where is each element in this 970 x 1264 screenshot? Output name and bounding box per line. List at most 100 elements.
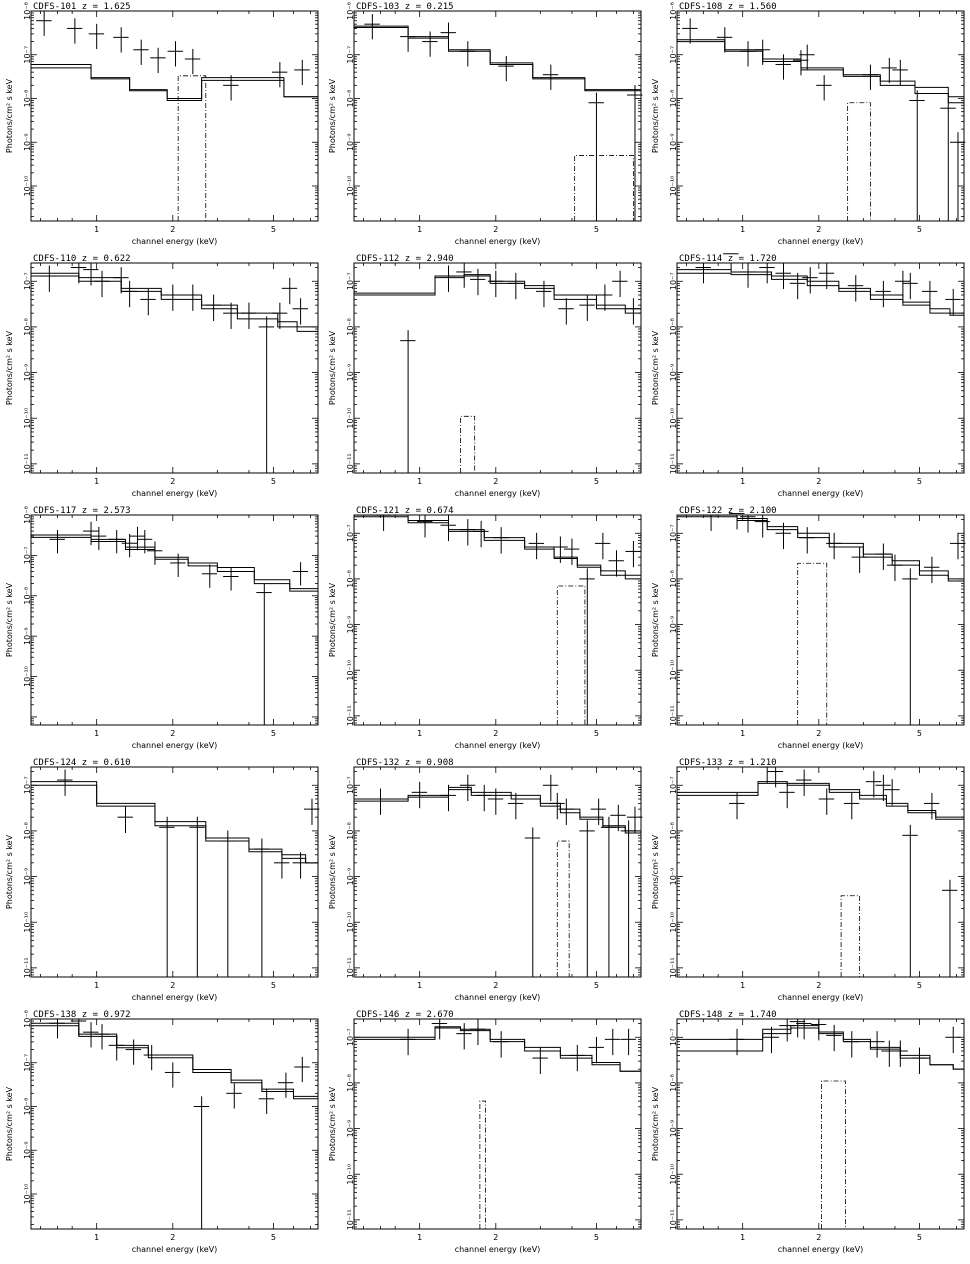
spectrum-panel: CDFS-112 z = 2.940 1 2 5 10⁻¹¹ 10⁻¹⁰ 10⁻⁹ 10⁻⁸ 1… xyxy=(325,254,644,502)
x-axis-label: channel energy (keV) xyxy=(132,993,218,1002)
data-point xyxy=(125,1039,142,1065)
plot-frame xyxy=(30,766,319,978)
data-point xyxy=(223,302,239,330)
data-point xyxy=(83,263,99,286)
data-point xyxy=(364,14,380,40)
data-point xyxy=(549,792,565,820)
data-point xyxy=(558,798,574,825)
data-point xyxy=(869,1031,885,1058)
data-point xyxy=(456,263,472,288)
data-point xyxy=(796,1019,812,1040)
x-tick-label: 2 xyxy=(170,225,175,234)
y-tick-label: 10⁻⁹ xyxy=(669,364,678,382)
y-tick-label: 10⁻⁸ xyxy=(23,90,32,108)
data-point xyxy=(400,330,416,473)
y-tick-label: 10⁻⁶ xyxy=(23,2,32,20)
data-point xyxy=(542,64,559,90)
component-step xyxy=(847,102,871,221)
x-tick-label: 1 xyxy=(740,1233,745,1242)
data-point xyxy=(729,513,745,530)
model-step-line xyxy=(354,1027,641,1072)
data-point xyxy=(945,1026,961,1054)
data-point xyxy=(256,583,272,725)
data-point xyxy=(588,92,604,221)
x-tick-label: 5 xyxy=(917,1233,922,1242)
data-point xyxy=(219,830,236,977)
data-point xyxy=(88,23,105,50)
data-point xyxy=(94,270,110,298)
data-point xyxy=(440,265,456,292)
component-step xyxy=(840,895,861,977)
component-step xyxy=(460,415,476,473)
x-tick-label: 2 xyxy=(816,729,821,738)
y-axis-label: Photons/cm² s keV xyxy=(5,330,14,405)
component-step xyxy=(177,75,207,221)
data-point xyxy=(792,50,809,76)
spectrum-panel: CDFS-114 z = 1.720 1 2 5 10⁻¹¹ 10⁻¹⁰ 10⁻⁹ 10⁻⁸ 1… xyxy=(648,253,967,502)
panel-title: CDFS-117 z = 2.573 xyxy=(33,506,131,516)
panel-title: CDFS-101 z = 1.625 xyxy=(33,2,131,12)
y-tick-label: 10⁻⁸ xyxy=(23,587,32,605)
data-point xyxy=(754,515,771,538)
data-point xyxy=(281,277,298,305)
y-tick-label: 10⁻⁹ xyxy=(346,616,355,634)
data-point xyxy=(608,550,624,577)
y-tick-label: 10⁻⁶ xyxy=(669,2,678,20)
plot-frame xyxy=(353,262,642,474)
x-tick-label: 5 xyxy=(271,225,276,234)
x-tick-label: 5 xyxy=(917,225,922,234)
spectrum-panel: CDFS-122 z = 2.100 1 2 5 10⁻¹¹ 10⁻¹⁰ 10⁻⁹ 10⁻⁸ 1… xyxy=(648,506,967,754)
data-point xyxy=(159,816,175,977)
spectrum-plot: CDFS-103 z = 0.215 1 2 5 10⁻¹⁰ 10⁻⁹ 10⁻⁸ 10⁻⁷ 10… xyxy=(328,2,643,246)
data-point xyxy=(909,90,925,221)
model-step-line xyxy=(354,274,641,310)
y-tick-label: 10⁻⁹ xyxy=(346,364,355,382)
data-point xyxy=(170,553,186,577)
data-point xyxy=(49,530,65,554)
data-point xyxy=(542,774,559,802)
data-point xyxy=(865,771,882,798)
y-tick-label: 10⁻⁹ xyxy=(346,133,355,151)
model-step-line xyxy=(354,275,641,314)
model-step-line xyxy=(677,514,964,580)
panel-title: CDFS-124 z = 0.610 xyxy=(33,758,131,768)
y-axis-label: Photons/cm² s keV xyxy=(328,78,337,153)
panel-title: CDFS-121 z = 0.674 xyxy=(356,506,454,516)
data-point xyxy=(223,567,239,591)
y-tick-label: 10⁻¹⁰ xyxy=(23,1184,32,1205)
component-step xyxy=(821,1080,846,1229)
y-tick-label: 10⁻¹¹ xyxy=(669,453,678,474)
x-axis-label: channel energy (keV) xyxy=(132,237,218,246)
data-point xyxy=(292,562,309,586)
x-axis-label: channel energy (keV) xyxy=(455,489,541,498)
data-point xyxy=(950,132,966,221)
data-point xyxy=(569,1044,585,1072)
y-tick-label: 10⁻⁹ xyxy=(23,1141,32,1159)
data-point xyxy=(875,280,891,308)
plot-frame xyxy=(676,1018,965,1230)
x-tick-label: 2 xyxy=(170,981,175,990)
x-tick-label: 1 xyxy=(417,729,422,738)
data-point xyxy=(459,774,476,802)
model-step-line xyxy=(31,534,318,590)
data-point xyxy=(164,1062,181,1088)
x-tick-label: 2 xyxy=(493,477,498,486)
data-point xyxy=(108,530,125,554)
spectrum-panel: CDFS-108 z = 1.560 1 2 5 10⁻¹⁰ 10⁻⁹ 10⁻⁸ 10⁻⁷ 10… xyxy=(648,2,967,250)
data-point xyxy=(456,1023,472,1050)
data-point xyxy=(277,1072,294,1098)
plot-frame xyxy=(676,514,965,726)
x-axis-label: channel energy (keV) xyxy=(778,993,864,1002)
y-axis-label: Photons/cm² s keV xyxy=(328,1086,337,1161)
x-tick-label: 2 xyxy=(816,1233,821,1242)
panel-title: CDFS-148 z = 1.740 xyxy=(679,1010,777,1020)
data-point xyxy=(294,1056,310,1083)
spectrum-plot: CDFS-108 z = 1.560 1 2 5 10⁻¹⁰ 10⁻⁹ 10⁻⁸ 10⁻⁷ 10… xyxy=(651,2,966,246)
plot-frame xyxy=(676,262,965,474)
data-point xyxy=(400,1028,416,1056)
plot-frame xyxy=(30,1018,319,1230)
panel-title: CDFS-132 z = 0.908 xyxy=(356,758,454,768)
data-point xyxy=(469,1019,486,1046)
x-axis-label: channel energy (keV) xyxy=(778,1245,864,1254)
data-point xyxy=(253,838,270,977)
